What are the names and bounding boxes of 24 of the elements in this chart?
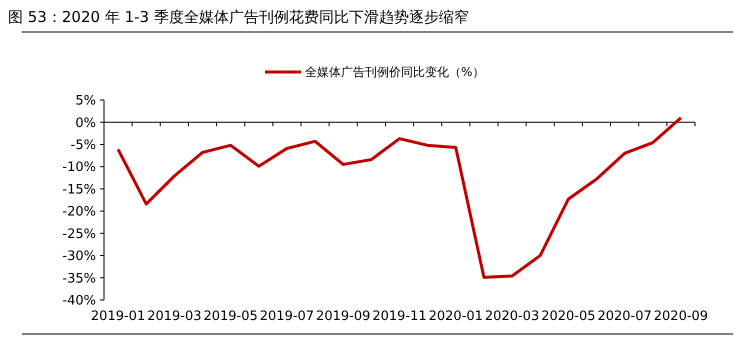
x-tick-label: 2019-01 (90, 309, 146, 324)
x-tick-label: 2019-05 (203, 309, 258, 324)
chart-title: 图 53：2020 年 1-3 季度全媒体广告刊例花费同比下滑趋势逐步缩窄 (8, 8, 469, 26)
y-tick-label: -25% (62, 226, 96, 242)
x-tick-label: 2019-09 (316, 309, 370, 324)
y-tick-label: -30% (62, 249, 96, 264)
y-tick-label: -40% (62, 294, 96, 309)
x-tick-label: 2020-09 (654, 309, 708, 324)
x-tick-label: 2019-03 (147, 309, 202, 324)
y-tick-label: -15% (62, 182, 96, 198)
y-tick-label: -35% (62, 271, 96, 286)
x-tick-label: 2020-01 (428, 309, 483, 324)
y-tick-label: -5% (70, 138, 96, 153)
y-tick-label: -20% (62, 204, 96, 220)
line-series (116, 116, 682, 279)
x-tick-label: 2020-05 (541, 309, 596, 324)
x-tick-label: 2020-07 (597, 309, 652, 324)
x-tick-label: 2020-03 (484, 309, 540, 324)
legend-label: 全媒体广告刊例价同比变化（%） (305, 65, 484, 80)
x-tick-label: 2019-11 (372, 309, 427, 324)
y-tick-label: 5% (75, 94, 96, 109)
y-tick-label: 0% (75, 116, 96, 131)
y-tick-label: -10% (62, 160, 96, 176)
x-tick-label: 2019-07 (260, 309, 314, 324)
